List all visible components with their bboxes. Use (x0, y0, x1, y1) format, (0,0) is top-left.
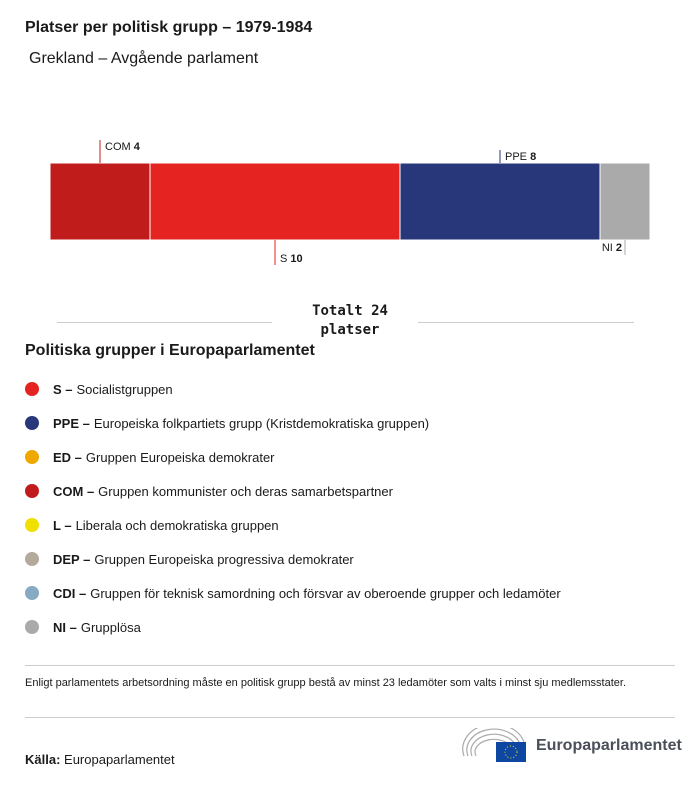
data-label-S: S 10 (280, 253, 303, 265)
legend-dot (25, 382, 39, 396)
legend-abbr: NI – (53, 619, 77, 635)
bar-S (149, 162, 401, 241)
legend-label: Grupplösa (80, 619, 141, 635)
total-seats-label: Totalt 24 platser (312, 303, 388, 338)
legend-label: Socialistgruppen (76, 381, 173, 397)
legend-item: CDI – Gruppen för teknisk samordning och … (25, 576, 561, 610)
footnote: Enligt parlamentets arbetsordning måste … (25, 677, 626, 689)
bar-NI (599, 162, 651, 241)
divider (25, 717, 675, 718)
legend-item: DEP – Gruppen Europeiska progressiva demo… (25, 542, 561, 576)
stacked-bar-chart: COM 4 S 10 PPE 8 NI 2 (49, 140, 651, 265)
legend-dot (25, 552, 39, 566)
legend-label: Europeiska folkpartiets grupp (Kristdemo… (93, 415, 430, 431)
legend-abbr: DEP – (53, 551, 91, 567)
parliament-hemicycle-icon (462, 728, 526, 762)
legend-abbr: CDI – (53, 585, 87, 601)
legend-item: COM – Gruppen kommunister och deras samar… (25, 474, 561, 508)
bar-COM (49, 162, 151, 241)
logo-text: Europaparlamentet (536, 737, 682, 754)
divider (418, 322, 634, 323)
legend-abbr: L – (53, 517, 72, 533)
legend-abbr: PPE – (53, 415, 90, 431)
legend-abbr: COM – (53, 483, 95, 499)
legend-dot (25, 484, 39, 498)
legend-dot (25, 620, 39, 634)
chart-title: Platser per politisk grupp – 1979-1984 (25, 19, 313, 36)
source-label: Källa: (25, 752, 61, 767)
legend-item: ED – Gruppen Europeiska demokrater (25, 440, 561, 474)
legend-label: Gruppen Europeiska demokrater (85, 449, 275, 465)
legend-title: Politiska grupper i Europaparlamentet (25, 342, 315, 359)
legend-item: PPE – Europeiska folkpartiets grupp (Kris… (25, 406, 561, 440)
legend-label: Liberala och demokratiska gruppen (75, 517, 279, 533)
chart-subtitle: Grekland – Avgående parlament (29, 50, 259, 67)
source: Källa: Europaparlamentet (25, 752, 175, 767)
divider (57, 322, 272, 323)
legend-dot (25, 586, 39, 600)
data-label-NI: NI 2 (602, 242, 622, 254)
data-label-COM: COM 4 (105, 141, 141, 153)
ep-logo: Europaparlamentet (462, 728, 682, 764)
legend-abbr: S – (53, 381, 73, 397)
legend-dot (25, 416, 39, 430)
legend-item: L – Liberala och demokratiska gruppen (25, 508, 561, 542)
legend: (function(){ let h=''; for(let i=0;i<8;i… (25, 372, 561, 644)
legend-label: Gruppen Europeiska progressiva demokrate… (94, 551, 354, 567)
legend-label: Gruppen för teknisk samordning och försv… (90, 585, 561, 601)
bar-PPE (399, 162, 601, 241)
legend-abbr: ED – (53, 449, 82, 465)
legend-item: NI – Grupplösa (25, 610, 561, 644)
divider (25, 665, 675, 666)
legend-item: S – Socialistgruppen (25, 372, 561, 406)
legend-dot (25, 518, 39, 532)
legend-dot (25, 450, 39, 464)
legend-label: Gruppen kommunister och deras samarbetsp… (98, 483, 393, 499)
data-label-PPE: PPE 8 (505, 151, 536, 163)
source-value: Europaparlamentet (64, 752, 175, 767)
